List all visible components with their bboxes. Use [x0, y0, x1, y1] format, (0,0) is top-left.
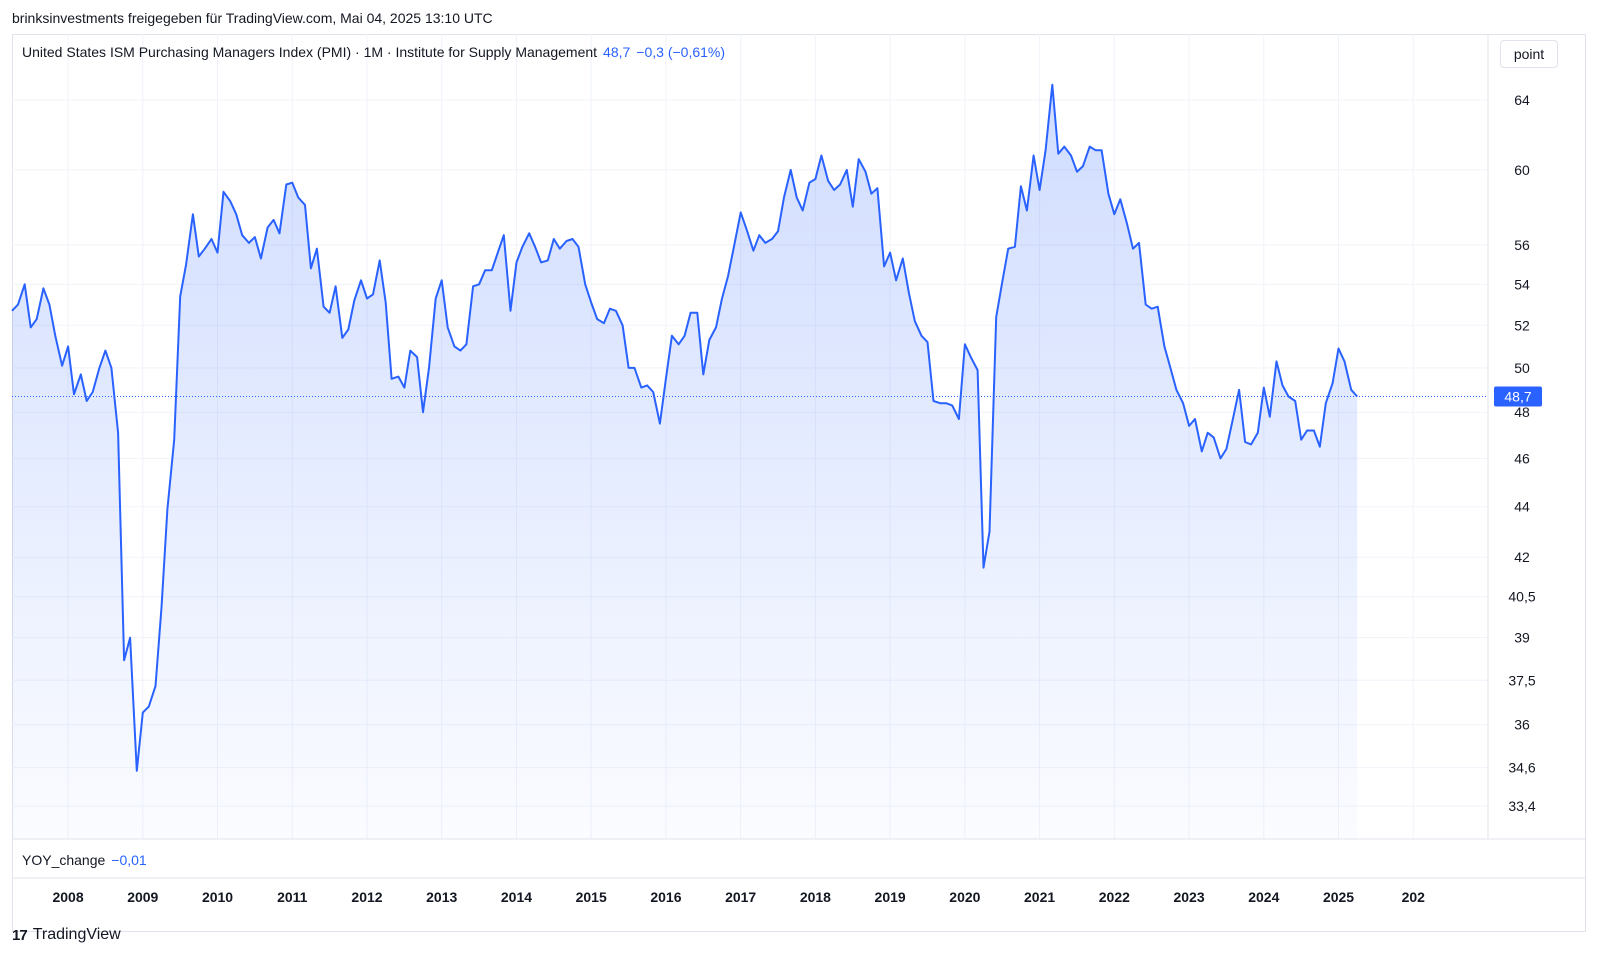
indicator-value: −0,01	[111, 852, 147, 868]
x-tick-label: 2013	[426, 889, 457, 905]
x-tick-label: 2018	[800, 889, 831, 905]
symbol-title[interactable]: United States ISM Purchasing Managers In…	[22, 44, 598, 60]
last-price-label: 48,7	[1504, 388, 1531, 404]
x-tick-label: 2015	[576, 889, 607, 905]
y-tick-label: 42	[1514, 549, 1530, 565]
pmi-series-line[interactable]	[11, 83, 1358, 772]
x-tick-label: 2010	[202, 889, 233, 905]
x-tick-label: 2023	[1173, 889, 1204, 905]
y-tick-label: 48	[1514, 404, 1530, 420]
x-tick-label: 2017	[725, 889, 756, 905]
y-tick-label: 33,4	[1508, 798, 1535, 814]
x-tick-label: 2011	[277, 889, 308, 905]
y-tick-label: 34,6	[1508, 760, 1535, 776]
y-tick-label: 60	[1514, 162, 1530, 178]
y-tick-label: 46	[1514, 450, 1530, 466]
x-axis[interactable]: 2008 2009 2010 2011 2012 2013 2014 2015 2016 2017…	[52, 889, 1425, 905]
x-tick-label: 2014	[501, 889, 532, 905]
x-tick-label: 2024	[1248, 889, 1279, 905]
x-tick-label: 2022	[1099, 889, 1130, 905]
x-tick-label: 2025	[1323, 889, 1354, 905]
y-tick-label: 54	[1514, 276, 1530, 292]
x-tick-label: 2019	[875, 889, 906, 905]
y-tick-label: 36	[1514, 717, 1530, 733]
y-tick-label: 40,5	[1508, 589, 1535, 605]
x-tick-label: 2016	[650, 889, 681, 905]
y-tick-label: 39	[1514, 630, 1530, 646]
chart-legend[interactable]: United States ISM Purchasing Managers In…	[22, 44, 725, 60]
scale-mode-button[interactable]: point	[1500, 40, 1558, 68]
y-tick-label: 64	[1514, 92, 1530, 108]
y-tick-label: 44	[1514, 499, 1530, 515]
x-tick-label: 2008	[52, 889, 83, 905]
x-tick-label: 2012	[351, 889, 382, 905]
last-price-badge	[1494, 386, 1542, 407]
pmi-area-fill	[12, 84, 1358, 839]
share-caption: brinksinvestments freigegeben für Tradin…	[12, 10, 493, 26]
x-tick-label: 202	[1402, 889, 1426, 905]
indicator-name[interactable]: YOY_change	[22, 852, 106, 868]
y-tick-label: 52	[1514, 317, 1530, 333]
last-price-label-group: 48,7	[1494, 386, 1542, 407]
tradingview-logo[interactable]: 17 TradingView	[12, 926, 121, 944]
x-tick-label: 2020	[949, 889, 980, 905]
legend-change: −0,3 (−0,61%)	[636, 44, 726, 60]
y-tick-label: 37,5	[1508, 672, 1535, 688]
tradingview-logo-text: TradingView	[32, 926, 121, 943]
y-tick-label: 56	[1514, 237, 1530, 253]
tradingview-logo-icon: 17	[12, 926, 28, 944]
legend-last-value: 48,7	[603, 44, 631, 60]
area-layer	[11, 83, 1488, 839]
x-tick-label: 2021	[1024, 889, 1055, 905]
y-tick-label: 50	[1514, 360, 1530, 376]
indicator-legend[interactable]: YOY_change −0,01	[22, 852, 147, 868]
y-axis[interactable]: 33,4 34,6 36 37,5 39 40,5 42 44 46 48 50 52 54 56 60 64	[1508, 92, 1535, 814]
x-tick-label: 2009	[127, 889, 158, 905]
